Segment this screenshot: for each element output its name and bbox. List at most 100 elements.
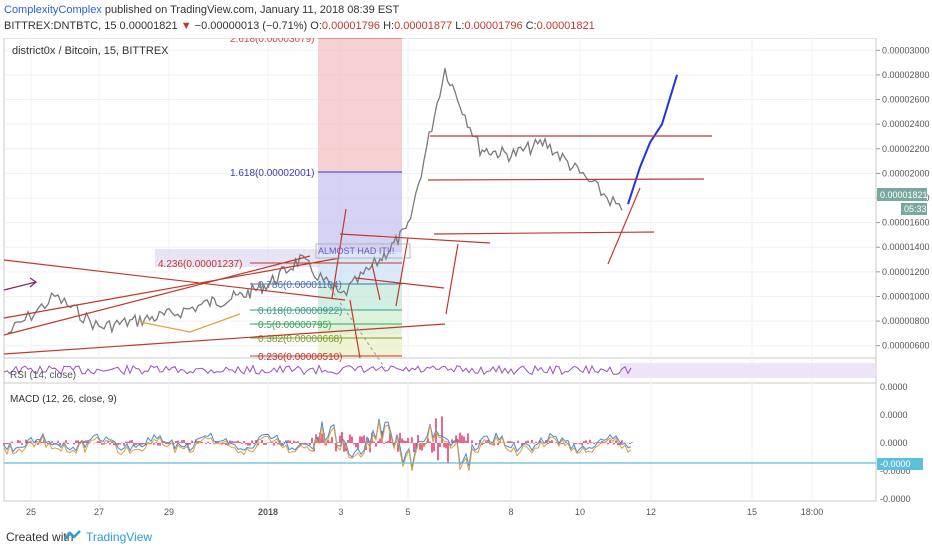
wave-line (139, 313, 241, 333)
arrow-icon (3, 277, 38, 291)
y-tick-label: 0.00002200 (882, 144, 930, 154)
macd-tick-label: -0.0000 (880, 466, 911, 476)
open-label: O: (310, 20, 322, 32)
open-value: 0.00001796 (321, 20, 381, 32)
high-value: 0.00001877 (394, 20, 453, 32)
x-tick-label: 5 (405, 507, 410, 517)
fib-level-label: 0.236(0.00000510) (258, 352, 343, 363)
trend-line (607, 187, 641, 265)
trend-line (331, 208, 347, 299)
price-change: −0.00000013 (−0.71%) (194, 20, 308, 32)
y-tick-label: 0.00002800 (882, 70, 930, 80)
time-axis[interactable]: 25 27 29 2018 3 5 8 10 12 15 18:00 (26, 507, 823, 517)
trend-line (3, 259, 346, 301)
y-tick-label: 0.00002000 (882, 168, 930, 178)
trend-line (427, 178, 705, 181)
y-tick-label: 0.00002600 (882, 95, 930, 105)
pane-title: district0x / Bitcoin, 15, BITTREX (12, 45, 169, 57)
last-price: 0.00001821 (119, 20, 178, 32)
x-tick-label: 29 (164, 507, 174, 517)
x-tick-label: 3 (338, 507, 343, 517)
trend-line (3, 257, 341, 319)
price-badge: 0.00001821 (877, 188, 928, 201)
rsi-series (3, 363, 876, 378)
fib-band-786 (318, 252, 402, 282)
down-arrow-icon: ▼ (180, 20, 192, 32)
x-tick-label: 15 (747, 507, 757, 517)
fib-level-label: 0.786(0.00001104) (258, 280, 342, 291)
x-tick-label: 25 (26, 507, 36, 517)
tradingview-logo-icon (64, 530, 81, 540)
fib-band-top (318, 38, 402, 172)
symbol-label: BITTREX:DNTBTC, 15 (4, 20, 117, 32)
trend-line (355, 277, 445, 289)
trend-line (349, 299, 361, 359)
macd-tick-label: 0.0000 (880, 410, 908, 420)
publish-header: ComplexityComplex published on TradingVi… (0, 0, 932, 38)
time-badge: 05:33 (901, 203, 927, 215)
tradingview-brand[interactable]: TradingView (86, 530, 153, 544)
fib-level-label: 0.382(0.00000668) (258, 334, 343, 345)
trend-drawings (3, 135, 712, 369)
macd-badge-text: -0.0000 (880, 459, 911, 469)
close-value: 0.00001821 (536, 20, 595, 32)
fib-level-label: 0.618(0.00000922) (258, 306, 343, 317)
trend-line (3, 323, 446, 355)
y-tick-label: 0.00001000 (882, 291, 930, 301)
macd-pane (3, 382, 877, 502)
y-tick-label: 0.00001400 (882, 242, 930, 252)
footer: Created with TradingView (0, 524, 932, 550)
fib-zone: 2.618(0.00003079) 1.618(0.00002001) 4.236(… (155, 38, 402, 363)
macd-tick-label: -0.0000 (880, 494, 911, 504)
fib-band-mid (318, 172, 402, 252)
y-tick-label: 0.00001200 (882, 267, 930, 277)
x-tick-label: 8 (508, 507, 513, 517)
x-tick-label: 2018 (258, 507, 278, 517)
macd-tick-label: 0.0000 (880, 382, 908, 392)
y-tick-label: 0.00000800 (882, 316, 930, 326)
annotation-box (315, 243, 411, 259)
rsi-label: RSI (14, close) (10, 370, 76, 381)
macd-series: 0.00000.00000.0000-0.0000-0.0000 (3, 382, 911, 504)
fib-level-label: 0.5(0.00000795) (258, 320, 331, 331)
macd-tick-label: 0.0000 (880, 438, 908, 448)
y-tick-label: 0.00003000 (882, 45, 930, 55)
trend-line (395, 237, 409, 307)
high-label: H: (383, 20, 395, 32)
published-text: published on TradingView.com, January 11… (104, 4, 400, 16)
publish-line: ComplexityComplex published on TradingVi… (4, 4, 399, 16)
grid (4, 38, 876, 501)
x-tick-label: 12 (646, 507, 656, 517)
macd-line (3, 418, 632, 468)
macd-badge: -0.0000 (877, 458, 923, 470)
fib-level-label: 1.618(0.00002001) (230, 168, 315, 179)
price-chart[interactable]: 2.618(0.00003079) 1.618(0.00002001) 4.236(… (0, 38, 932, 524)
low-label: L: (455, 20, 465, 32)
rsi-band (620, 363, 876, 378)
x-tick-label: 10 (575, 507, 585, 517)
y-tick-label: 0.00001600 (882, 218, 930, 228)
x-tick-label: 27 (94, 507, 104, 517)
trend-line (3, 255, 311, 336)
rsi-line (3, 364, 632, 376)
fib-level-label: 4.236(0.00001237) (158, 259, 243, 270)
signal-line (3, 421, 632, 472)
price-line (7, 68, 623, 335)
author-link[interactable]: ComplexityComplex (4, 4, 102, 16)
trend-line (371, 263, 381, 301)
y-tick-label: 0.00000600 (882, 341, 930, 351)
fib-level-label: 2.618(0.00003079) (230, 38, 315, 45)
x-tick-label: 18:00 (801, 507, 824, 517)
price-badge-text: 0.00001821 (880, 190, 928, 200)
ohlc-line: BITTREX:DNTBTC, 15 0.00001821 ▼ −0.00000… (4, 20, 595, 32)
trend-line (339, 233, 491, 244)
y-tick-label: 0.00002400 (882, 119, 930, 129)
dashed-line (329, 287, 386, 369)
trend-line (445, 243, 459, 315)
low-value: 0.00001796 (464, 20, 523, 32)
annotation-text: ALMOST HAD IT!!! (318, 246, 394, 256)
close-label: C: (525, 20, 537, 32)
time-badge-text: 05:33 (904, 204, 927, 214)
macd-label: MACD (12, 26, close, 9) (10, 394, 117, 405)
created-with: Created with (6, 530, 74, 544)
